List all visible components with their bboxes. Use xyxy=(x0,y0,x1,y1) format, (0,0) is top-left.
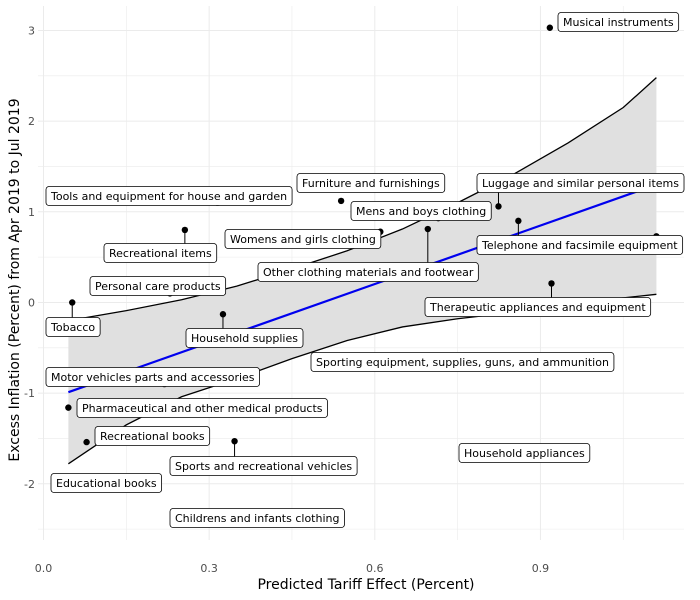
point-label-box xyxy=(476,235,684,255)
y-tick-label: -2 xyxy=(24,478,35,491)
data-point xyxy=(219,311,227,318)
y-tick-label: 0 xyxy=(28,296,35,309)
data-point xyxy=(69,299,76,306)
y-tick-label: 1 xyxy=(28,206,35,219)
point-label-text: Luggage and similar personal items xyxy=(482,177,679,190)
point-label: Personal care products xyxy=(89,276,227,296)
point-label: Educational books xyxy=(50,473,163,493)
y-tick-label: -1 xyxy=(24,387,35,400)
data-point xyxy=(65,404,72,411)
point-label-box xyxy=(458,443,591,463)
point-label-box xyxy=(557,12,680,32)
point-label-text: Furniture and furnishings xyxy=(302,177,440,190)
point-label-box xyxy=(476,173,685,193)
point-label-box xyxy=(169,508,345,528)
data-point xyxy=(424,225,432,233)
point-label-layer: Musical instruments Furniture and furnish… xyxy=(45,12,685,528)
point-label-box xyxy=(50,473,163,493)
point-label-box xyxy=(424,297,652,317)
data-point xyxy=(548,280,555,287)
point-label-text: Therapeutic appliances and equipment xyxy=(429,301,646,314)
point-label-box xyxy=(224,229,382,249)
tick-label-layer: 0.0 0.3 0.6 0.9 -2 -1 0 1 2 3 xyxy=(24,24,549,575)
x-tick-label: 0.3 xyxy=(200,562,218,575)
point-label: Pharmaceutical and other medical product… xyxy=(76,398,328,418)
y-tick-label: 2 xyxy=(28,115,35,128)
fit-line xyxy=(68,183,657,394)
point-label-box xyxy=(310,352,615,372)
point-label-text: Tools and equipment for house and garden xyxy=(50,190,287,203)
point-label-text: Pharmaceutical and other medical product… xyxy=(82,402,323,415)
point-label-box xyxy=(350,201,492,221)
point-label-box xyxy=(76,398,328,418)
point-label-text: Mens and boys clothing xyxy=(356,205,486,218)
point-label-box xyxy=(45,186,293,206)
data-point xyxy=(495,203,502,210)
point-label: Furniture and furnishings xyxy=(296,173,446,193)
point-label-text: Household supplies xyxy=(191,332,298,345)
point-label: Other clothing materials and footwear xyxy=(257,262,479,282)
point-label-text: Motor vehicles parts and accessories xyxy=(51,371,255,384)
point-label: Telephone and facsimile equipment xyxy=(476,235,684,255)
point-label-box xyxy=(185,328,304,348)
point-label-box xyxy=(89,276,227,296)
point-label: Sports and recreational vehicles xyxy=(169,456,358,476)
point-label-text: Childrens and infants clothing xyxy=(175,512,339,525)
fit-line-layer xyxy=(68,183,657,394)
x-tick-label: 0.6 xyxy=(366,562,384,575)
point-label: Musical instruments xyxy=(557,12,680,32)
point-label-text: Educational books xyxy=(56,477,157,490)
point-label-box xyxy=(45,317,101,337)
point-label: Sporting equipment, supplies, guns, and … xyxy=(310,352,615,372)
point-label-box xyxy=(45,367,260,387)
point-label: Childrens and infants clothing xyxy=(169,508,345,528)
point-label-box xyxy=(94,426,211,446)
point-label: Womens and girls clothing xyxy=(224,229,382,249)
data-point xyxy=(515,217,522,225)
point-label-text: Womens and girls clothing xyxy=(230,233,376,246)
data-point xyxy=(337,197,345,205)
data-point xyxy=(546,24,554,31)
x-tick-label: 0.0 xyxy=(35,562,53,575)
point-label-text: Musical instruments xyxy=(563,16,674,29)
data-point xyxy=(181,226,189,234)
point-label-box xyxy=(169,456,358,476)
x-tick-label: 0.9 xyxy=(532,562,550,575)
point-label-text: Sports and recreational vehicles xyxy=(175,460,352,473)
y-axis-title: Excess Inflation (Percent) from Apr 2019… xyxy=(7,98,23,461)
point-label-text: Other clothing materials and footwear xyxy=(263,266,474,279)
point-label-text: Recreational items xyxy=(109,247,212,260)
point-label-text: Household appliances xyxy=(464,447,585,460)
data-point xyxy=(83,438,90,446)
point-label-box xyxy=(257,262,479,282)
point-label: Tools and equipment for house and garden xyxy=(45,186,293,206)
point-label-text: Personal care products xyxy=(95,280,221,293)
point-label: Household appliances xyxy=(458,443,591,463)
point-label: Therapeutic appliances and equipment xyxy=(424,297,652,317)
y-tick-label: 3 xyxy=(28,24,35,37)
point-label: Motor vehicles parts and accessories xyxy=(45,367,260,387)
point-label-text: Telephone and facsimile equipment xyxy=(481,239,678,252)
point-label-text: Recreational books xyxy=(100,430,205,443)
x-axis-title: Predicted Tariff Effect (Percent) xyxy=(257,577,474,593)
point-label-box xyxy=(103,243,218,263)
point-label: Mens and boys clothing xyxy=(350,201,492,221)
point-label: Tobacco xyxy=(45,317,101,337)
data-point xyxy=(231,437,238,445)
point-label: Household supplies xyxy=(185,328,304,348)
point-label: Luggage and similar personal items xyxy=(476,173,685,193)
point-label: Recreational items xyxy=(103,243,218,263)
point-label: Recreational books xyxy=(94,426,211,446)
point-label-box xyxy=(296,173,446,193)
point-label-text: Tobacco xyxy=(50,321,95,334)
point-label-text: Sporting equipment, supplies, guns, and … xyxy=(316,356,609,369)
